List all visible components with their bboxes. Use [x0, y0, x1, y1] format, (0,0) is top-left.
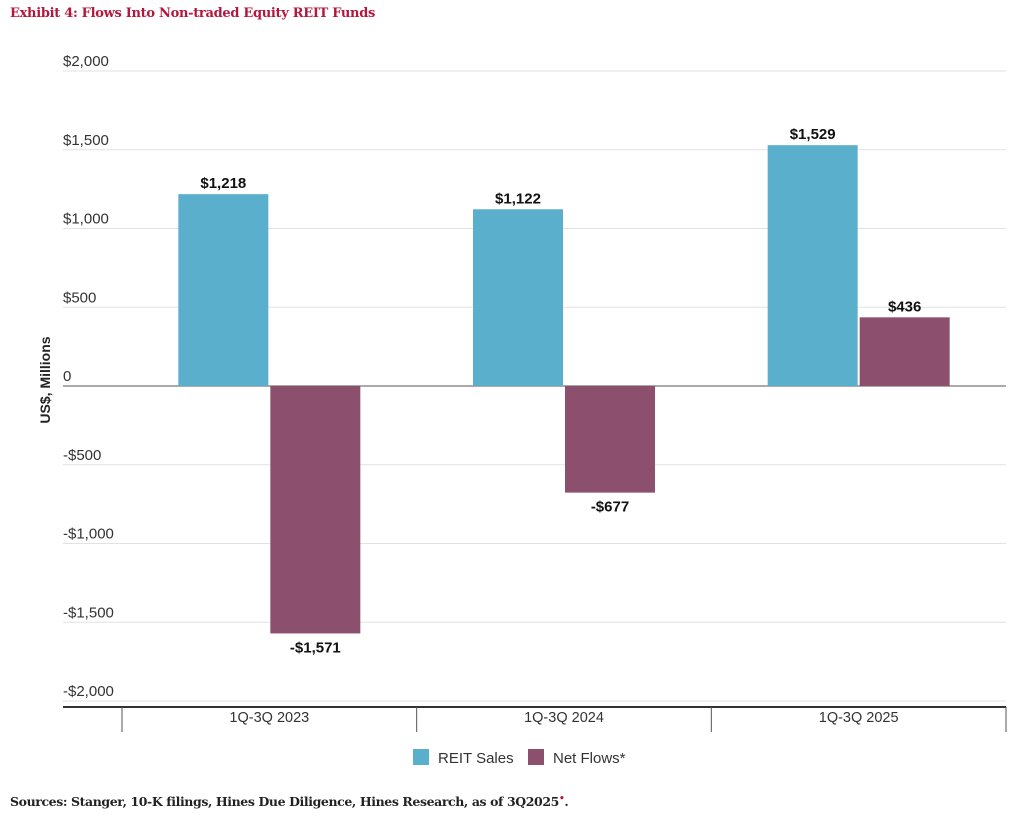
legend-swatch [528, 749, 544, 765]
y-tick-label: $1,500 [63, 132, 109, 149]
source-end: . [564, 794, 569, 810]
y-axis-label: US$, Millions [37, 336, 53, 423]
data-label: $436 [888, 298, 921, 315]
data-label: -$677 [591, 499, 629, 516]
legend-label: REIT Sales [438, 750, 514, 767]
bar-reit-sales [473, 209, 563, 386]
bar-reit-sales [767, 145, 858, 386]
x-tick-label: 1Q-3Q 2024 [524, 710, 604, 726]
bar-net-flows [859, 317, 950, 386]
y-tick-label: -$500 [63, 447, 101, 464]
source-text: Sources: Stanger, 10-K filings, Hines Du… [10, 794, 559, 810]
bar-net-flows [565, 386, 655, 493]
x-tick-label: 1Q-3Q 2025 [819, 710, 899, 726]
chart-title: Exhibit 4: Flows Into Non-traded Equity … [10, 6, 376, 21]
data-label: $1,122 [495, 190, 541, 207]
data-label: $1,529 [790, 126, 836, 143]
y-tick-label: $1,000 [63, 211, 109, 228]
y-tick-label: -$2,000 [63, 683, 114, 700]
y-tick-label: -$1,500 [63, 604, 114, 621]
legend-swatch [413, 749, 429, 765]
y-tick-label: -$1,000 [63, 526, 114, 543]
data-label: $1,218 [200, 175, 246, 192]
source-mark: • [558, 794, 565, 804]
bar-reit-sales [178, 194, 269, 386]
legend-label: Net Flows* [553, 750, 626, 767]
y-tick-label: $500 [63, 289, 96, 306]
y-tick-label: $2,000 [63, 53, 109, 70]
source-note: Sources: Stanger, 10-K filings, Hines Du… [10, 794, 569, 810]
bar-net-flows [270, 386, 361, 634]
x-tick-label: 1Q-3Q 2023 [229, 710, 309, 726]
data-label: -$1,571 [290, 639, 341, 656]
y-tick-label: 0 [63, 368, 71, 385]
